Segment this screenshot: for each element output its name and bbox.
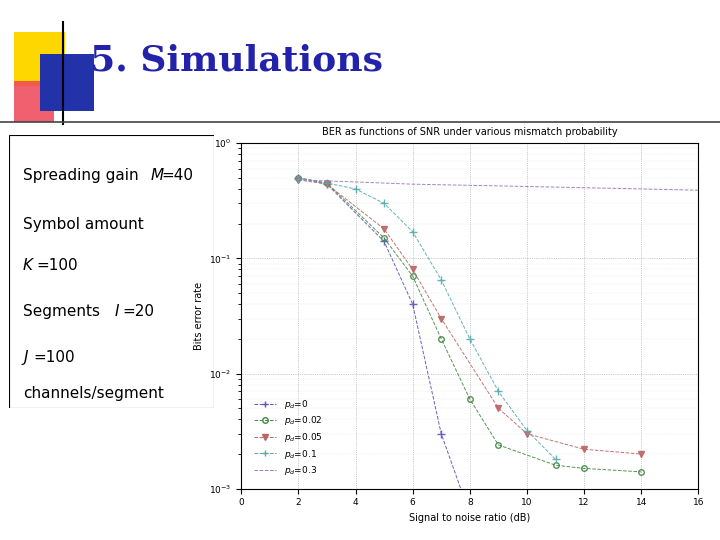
Text: K: K <box>23 258 33 273</box>
Text: =100: =100 <box>36 258 78 273</box>
Legend: $p_d$=0, $p_d$=0.02, $p_d$=0.05, $p_d$=0.1, $p_d$=0.3: $p_d$=0, $p_d$=0.02, $p_d$=0.05, $p_d$=0… <box>251 394 326 481</box>
Y-axis label: Bits error rate: Bits error rate <box>194 282 204 350</box>
Text: M: M <box>150 168 163 183</box>
Text: J: J <box>23 350 27 366</box>
Text: channels/segment: channels/segment <box>23 386 164 401</box>
Text: 5. Simulations: 5. Simulations <box>90 43 383 77</box>
Text: =20: =20 <box>122 304 154 319</box>
Text: =40: =40 <box>161 168 194 183</box>
Text: I: I <box>114 304 119 319</box>
Text: Symbol amount: Symbol amount <box>23 217 144 232</box>
Text: =100: =100 <box>33 350 75 366</box>
X-axis label: Signal to noise ratio (dB): Signal to noise ratio (dB) <box>409 513 531 523</box>
Text: Segments: Segments <box>23 304 105 319</box>
Text: Spreading gain: Spreading gain <box>23 168 143 183</box>
Title: BER as functions of SNR under various mismatch probability: BER as functions of SNR under various mi… <box>322 127 618 137</box>
